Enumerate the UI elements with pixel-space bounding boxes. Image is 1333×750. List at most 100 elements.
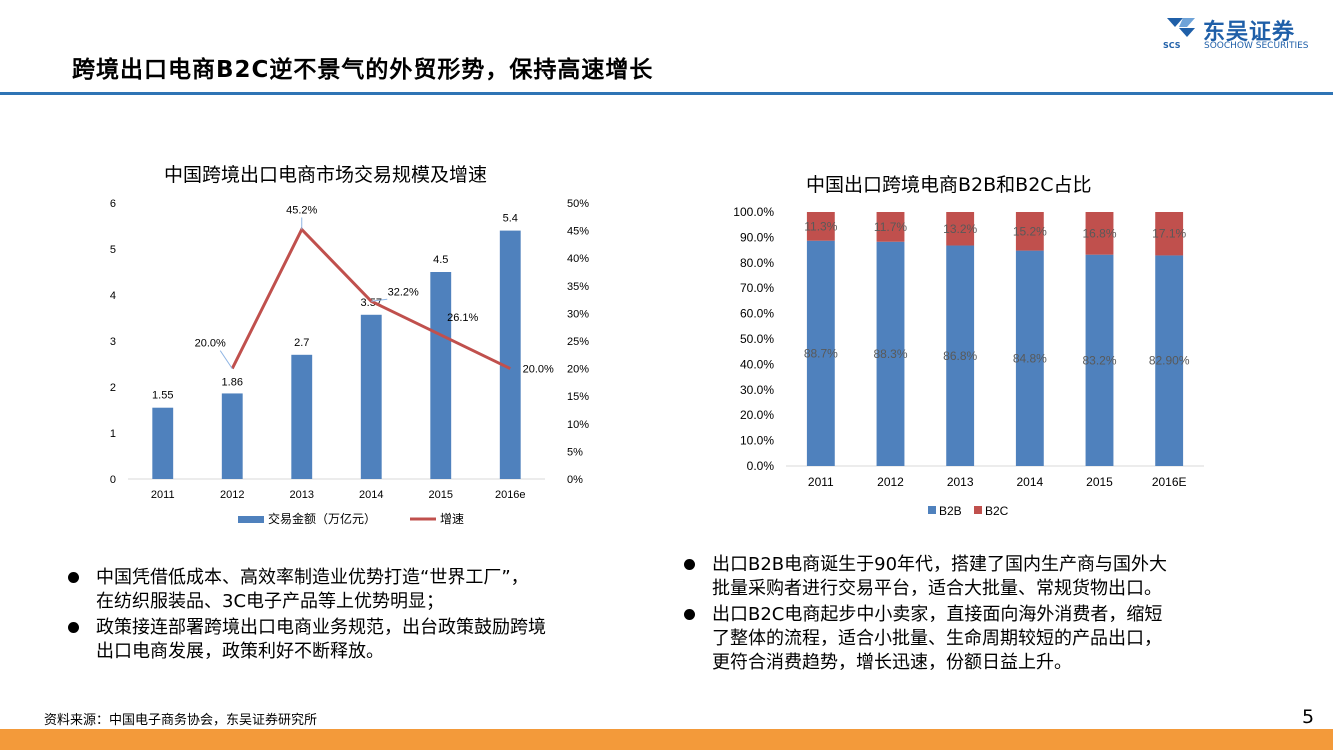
x-tick-label: 2011: [151, 489, 175, 501]
b2b-data-label: 88.3%: [873, 347, 907, 361]
bullet-dot-icon: [684, 609, 695, 620]
y-right-tick-label: 50%: [567, 198, 589, 210]
growth-data-label: 32.2%: [388, 286, 419, 298]
b2c-data-label: 11.3%: [804, 219, 837, 233]
bullet-line: 批量采购者进行交易平台，适合大批量、常规货物出口。: [712, 578, 1162, 599]
bullet-line: 更符合消费趋势，增长迅速，份额日益上升。: [712, 652, 1072, 673]
y-right-tick-label: 20%: [567, 364, 589, 376]
growth-label-leader: [371, 298, 388, 302]
legend-b2b-swatch-icon: [928, 506, 936, 514]
right-bullet-2: 出口B2C电商起步中小卖家，直接面向海外消费者，缩短 了整体的流程，适合小批量、…: [682, 603, 1167, 675]
growth-data-label: 45.2%: [286, 204, 317, 216]
bar-segment-b2b: [876, 241, 905, 466]
y-left-tick-label: 5: [110, 244, 116, 256]
x-tick-label: 2015: [1086, 475, 1113, 489]
legend-line-label: 增速: [440, 512, 464, 526]
bar-trade-volume: [152, 407, 174, 479]
logo-subtitle: SOOCHOW SECURITIES: [1204, 41, 1309, 51]
bullet-line: 出口电商发展，政策利好不断释放。: [96, 641, 384, 662]
y-right-tick-label: 30%: [567, 308, 589, 320]
y-left-tick-label: 4: [110, 290, 116, 302]
growth-rate-line: [230, 226, 511, 370]
b2b-data-label: 88.7%: [804, 346, 838, 360]
right-bullet-1: 出口B2B电商诞生于90年代，搭建了国内生产商与国外大 批量采购者进行交易平台，…: [682, 553, 1167, 601]
y-tick-label: 30.0%: [740, 383, 774, 397]
growth-data-label: 20.0%: [523, 364, 554, 376]
y-right-tick-label: 0%: [567, 474, 583, 486]
y-tick-label: 100.0%: [733, 205, 774, 219]
b2b-data-label: 84.8%: [1013, 351, 1047, 365]
bar-segment-b2b: [1085, 254, 1114, 466]
y-left-tick-label: 2: [110, 382, 116, 394]
bar-segment-b2c: [1015, 212, 1044, 251]
y-left-tick-label: 1: [110, 428, 116, 440]
bar-segment-b2c: [806, 212, 835, 241]
y-tick-label: 20.0%: [740, 408, 774, 422]
y-left-tick-label: 3: [110, 336, 116, 348]
b2b-data-label: 86.8%: [943, 349, 977, 363]
bar-data-label: 1.86: [222, 376, 243, 388]
y-right-tick-label: 35%: [567, 281, 589, 293]
bar-segment-b2c: [1085, 212, 1114, 255]
y-tick-label: 60.0%: [740, 307, 774, 321]
bullet-line: 了整体的流程，适合小批量、生命周期较短的产品出口，: [712, 628, 1162, 649]
x-tick-label: 2014: [359, 489, 383, 501]
bar-data-label: 5.4: [503, 213, 518, 225]
right-bullet-list: 出口B2B电商诞生于90年代，搭建了国内生产商与国外大 批量采购者进行交易平台，…: [682, 553, 1167, 677]
bullet-dot-icon: [68, 572, 79, 583]
bar-trade-volume: [360, 314, 382, 479]
y-right-tick-label: 40%: [567, 253, 589, 265]
b2c-data-label: 15.2%: [1013, 224, 1047, 238]
legend-b2b-label: B2B: [939, 504, 962, 518]
logo-mark-icon: [1167, 18, 1195, 37]
b2c-data-label: 16.8%: [1082, 226, 1116, 240]
legend-bar-label: 交易金额（万亿元）: [268, 511, 376, 526]
y-tick-label: 40.0%: [740, 357, 774, 371]
b2c-data-label: 17.1%: [1152, 227, 1186, 241]
footer-bar: [0, 729, 1333, 750]
y-tick-label: 80.0%: [740, 256, 774, 270]
logo-name: 东吴证券: [1203, 20, 1296, 45]
bar-segment-b2c: [1155, 212, 1184, 256]
bar-segment-b2c: [946, 212, 975, 246]
bullet-line: 政策接连部署跨境出口电商业务规范，出台政策鼓励跨境: [96, 617, 546, 638]
bar-trade-volume: [221, 393, 243, 479]
bar-data-label: 2.7: [294, 337, 309, 349]
bullet-dot-icon: [684, 559, 695, 570]
b2c-data-label: 11.7%: [874, 220, 907, 234]
y-right-tick-label: 10%: [567, 419, 589, 431]
left-bullet-2: 政策接连部署跨境出口电商业务规范，出台政策鼓励跨境 出口电商发展，政策利好不断释…: [66, 616, 546, 664]
x-tick-label: 2016E: [1152, 475, 1187, 489]
y-tick-label: 50.0%: [740, 332, 774, 346]
bar-trade-volume: [291, 354, 313, 479]
x-tick-label: 2012: [877, 475, 904, 489]
bullet-line: 在纺织服装品、3C电子产品等上优势明显；: [96, 591, 445, 612]
growth-data-label: 26.1%: [447, 312, 478, 324]
y-right-tick-label: 5%: [567, 446, 583, 458]
legend-bar-swatch-icon: [238, 516, 264, 523]
y-tick-label: 0.0%: [747, 459, 775, 473]
growth-data-label: 20.0%: [195, 338, 226, 350]
bar-segment-b2b: [806, 240, 835, 466]
y-right-tick-label: 15%: [567, 391, 589, 403]
bar-data-label: 1.55: [152, 390, 173, 402]
x-tick-label: 2012: [220, 489, 244, 501]
x-tick-label: 2013: [290, 489, 314, 501]
bar-segment-b2c: [876, 212, 905, 242]
bar-trade-volume: [499, 230, 521, 479]
bullet-line: 中国凭借低成本、高效率制造业优势打造“世界工厂”，: [96, 567, 529, 588]
growth-label-leader: [219, 350, 233, 369]
x-tick-label: 2015: [429, 489, 453, 501]
y-tick-label: 70.0%: [740, 281, 774, 295]
legend-b2c-label: B2C: [985, 504, 1009, 518]
bar-trade-volume: [430, 272, 452, 479]
x-tick-label: 2016e: [495, 489, 526, 501]
x-tick-label: 2013: [947, 475, 974, 489]
page-number: 5: [1302, 706, 1315, 728]
b2b-data-label: 83.2%: [1082, 353, 1116, 367]
bar-data-label: 4.5: [433, 254, 448, 266]
bullet-line: 出口B2B电商诞生于90年代，搭建了国内生产商与国外大: [712, 554, 1168, 575]
y-tick-label: 10.0%: [740, 434, 774, 448]
y-right-tick-label: 25%: [567, 336, 589, 348]
y-tick-label: 90.0%: [740, 230, 774, 244]
